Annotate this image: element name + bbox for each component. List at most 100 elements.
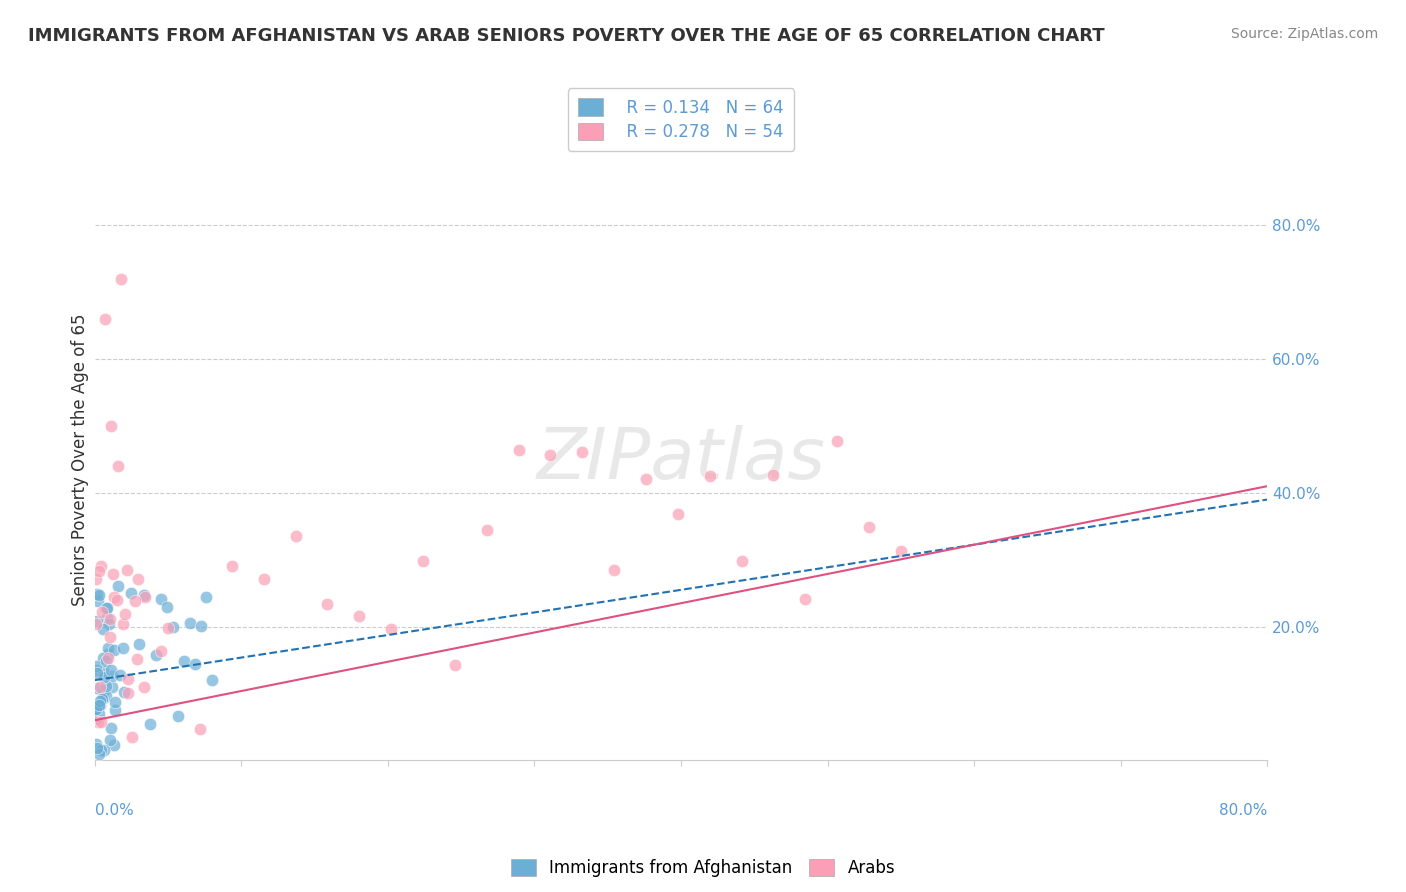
Point <box>699 469 721 483</box>
Point <box>98 630 121 644</box>
Point <box>100 669 122 683</box>
Text: 0.0%: 0.0% <box>94 803 134 818</box>
Point <box>349 608 371 623</box>
Point <box>475 523 498 537</box>
Point <box>149 644 172 658</box>
Point <box>571 444 593 458</box>
Point <box>98 733 121 747</box>
Point <box>179 615 201 630</box>
Point <box>156 600 179 615</box>
Point <box>284 529 307 543</box>
Point <box>150 592 173 607</box>
Point <box>84 737 107 751</box>
Point <box>89 680 111 694</box>
Point <box>112 684 135 698</box>
Point <box>134 588 156 602</box>
Point <box>89 707 111 722</box>
Point <box>100 721 122 735</box>
Point <box>98 611 121 625</box>
Point <box>412 553 434 567</box>
Point <box>444 657 467 672</box>
Legend:   R = 0.134   N = 64,   R = 0.278   N = 54: R = 0.134 N = 64, R = 0.278 N = 54 <box>568 88 794 152</box>
Point <box>96 654 118 668</box>
Point <box>162 620 184 634</box>
Point <box>666 507 689 521</box>
Point <box>91 650 114 665</box>
Point <box>117 672 139 686</box>
Point <box>94 689 117 703</box>
Point <box>120 586 142 600</box>
Point <box>97 640 120 655</box>
Point <box>730 554 752 568</box>
Point <box>86 587 108 601</box>
Point <box>188 723 211 737</box>
Point <box>167 709 190 723</box>
Point <box>111 617 134 632</box>
Point <box>84 664 107 678</box>
Point <box>86 665 108 680</box>
Point <box>145 648 167 662</box>
Point <box>90 692 112 706</box>
Point <box>86 614 108 628</box>
Point <box>91 685 114 699</box>
Point <box>858 519 880 533</box>
Point <box>87 588 110 602</box>
Point <box>139 716 162 731</box>
Point <box>103 591 125 605</box>
Point <box>98 617 121 632</box>
Point <box>107 579 129 593</box>
Point <box>201 673 224 687</box>
Point <box>117 686 139 700</box>
Point <box>87 700 110 714</box>
Point <box>87 594 110 608</box>
Point <box>89 698 111 713</box>
Point <box>107 459 129 474</box>
Point <box>316 597 339 611</box>
Point <box>90 715 112 730</box>
Point <box>101 680 124 694</box>
Point <box>538 449 561 463</box>
Text: IMMIGRANTS FROM AFGHANISTAN VS ARAB SENIORS POVERTY OVER THE AGE OF 65 CORRELATI: IMMIGRANTS FROM AFGHANISTAN VS ARAB SENI… <box>28 27 1105 45</box>
Point <box>84 573 107 587</box>
Y-axis label: Seniors Poverty Over the Age of 65: Seniors Poverty Over the Age of 65 <box>72 313 89 606</box>
Point <box>762 467 785 482</box>
Point <box>94 312 117 326</box>
Point <box>86 681 108 695</box>
Point <box>100 663 122 677</box>
Point <box>104 695 127 709</box>
Point <box>173 654 195 668</box>
Point <box>100 419 122 434</box>
Point <box>253 573 276 587</box>
Point <box>96 601 118 615</box>
Point <box>101 567 124 582</box>
Point <box>108 668 131 682</box>
Point <box>121 730 143 744</box>
Point <box>603 563 626 577</box>
Legend: Immigrants from Afghanistan, Arabs: Immigrants from Afghanistan, Arabs <box>505 852 901 884</box>
Point <box>103 738 125 752</box>
Point <box>184 657 207 672</box>
Point <box>93 742 115 756</box>
Point <box>634 472 657 486</box>
Point <box>128 636 150 650</box>
Point <box>127 573 149 587</box>
Point <box>89 564 111 578</box>
Point <box>96 610 118 624</box>
Point <box>111 640 134 655</box>
Point <box>794 591 817 606</box>
Point <box>86 714 108 729</box>
Point <box>195 590 218 604</box>
Point <box>94 601 117 615</box>
Point <box>89 698 111 712</box>
Point <box>134 591 156 605</box>
Point <box>114 607 136 621</box>
Point <box>89 694 111 708</box>
Text: Source: ZipAtlas.com: Source: ZipAtlas.com <box>1230 27 1378 41</box>
Point <box>890 544 912 558</box>
Point <box>97 651 120 665</box>
Point <box>87 747 110 762</box>
Point <box>190 619 212 633</box>
Point <box>84 711 107 725</box>
Point <box>380 623 402 637</box>
Point <box>104 703 127 717</box>
